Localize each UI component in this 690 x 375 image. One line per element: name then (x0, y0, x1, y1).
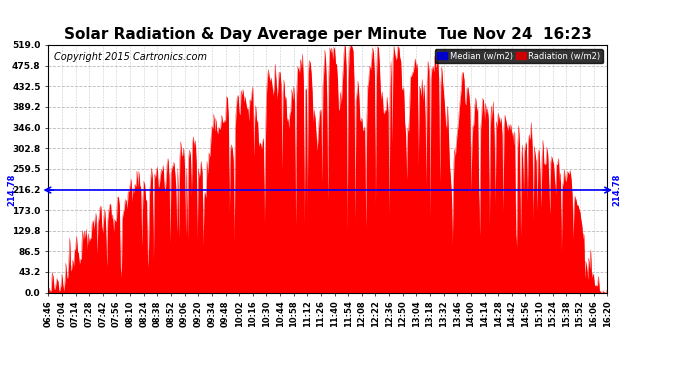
Text: Copyright 2015 Cartronics.com: Copyright 2015 Cartronics.com (54, 53, 207, 62)
Legend: Median (w/m2), Radiation (w/m2): Median (w/m2), Radiation (w/m2) (435, 49, 603, 63)
Text: 214.78: 214.78 (8, 174, 17, 206)
Text: 214.78: 214.78 (613, 174, 622, 206)
Title: Solar Radiation & Day Average per Minute  Tue Nov 24  16:23: Solar Radiation & Day Average per Minute… (63, 27, 592, 42)
